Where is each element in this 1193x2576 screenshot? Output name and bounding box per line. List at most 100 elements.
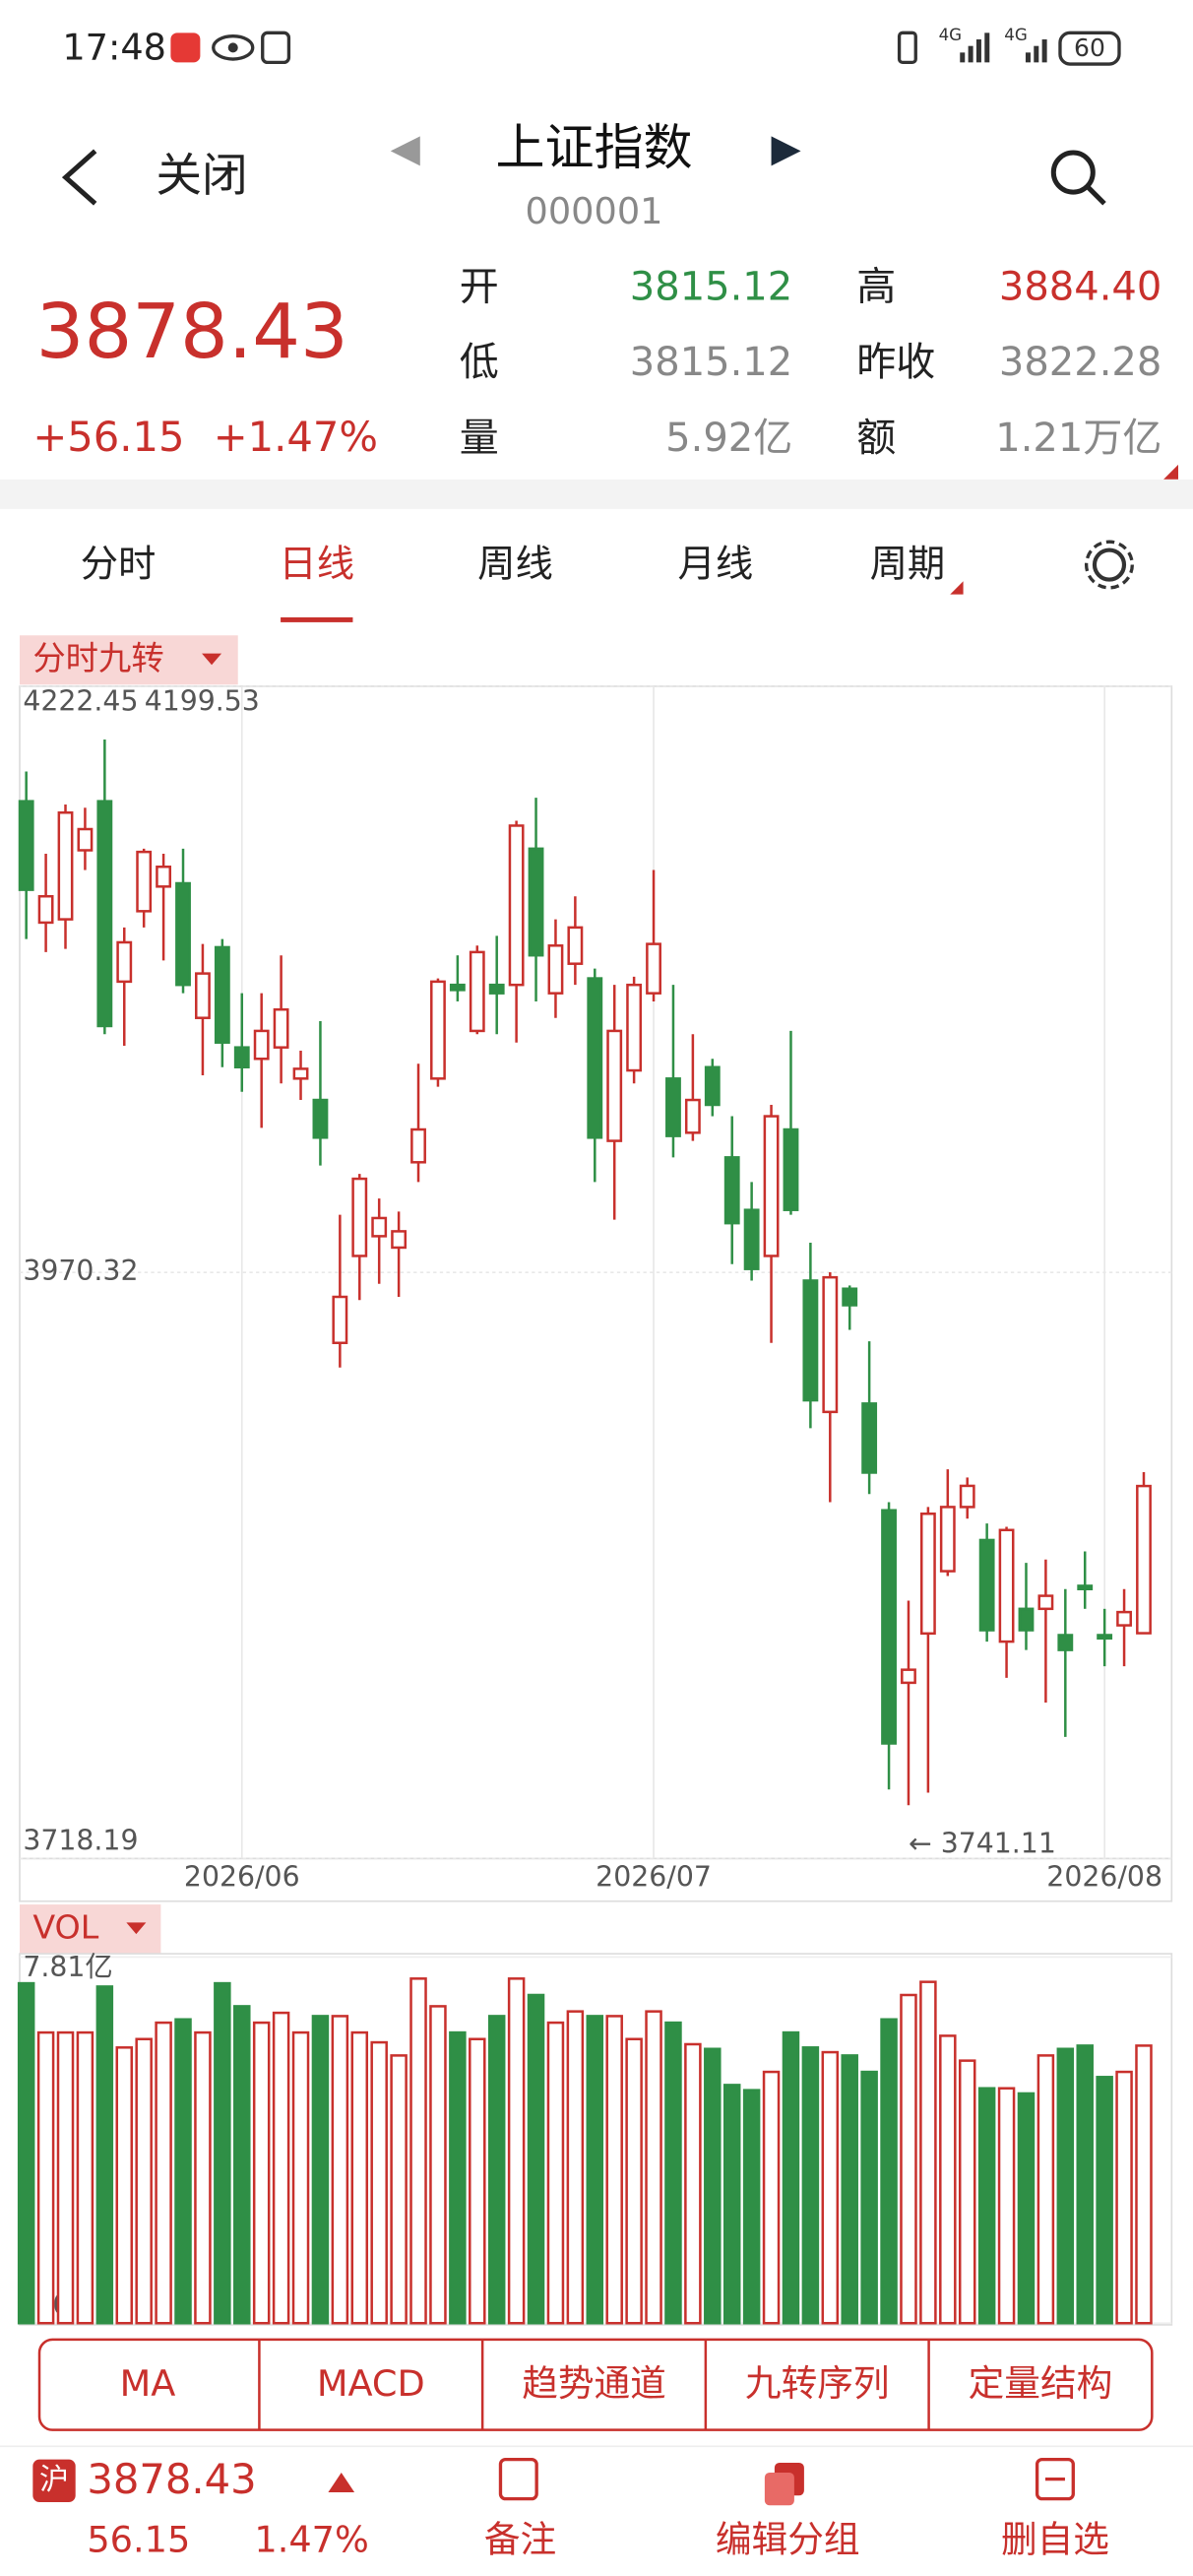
- corner-mark: [950, 581, 964, 595]
- vol-bar: [1036, 2054, 1055, 2325]
- indicator-button[interactable]: 九转序列: [745, 2362, 890, 2405]
- next-button[interactable]: [771, 136, 801, 166]
- candle-body: [1077, 1584, 1094, 1590]
- footer-action[interactable]: 备注: [484, 2518, 556, 2560]
- button-group: [37, 2338, 1154, 2431]
- vol-bar: [1096, 2076, 1113, 2325]
- plot: 4222.45 3970.32 3718.19 2026/06 2026/07 2026/…: [17, 685, 1172, 2325]
- candle-body: [488, 983, 505, 995]
- candle-body: [626, 983, 643, 1072]
- vol-bar: [664, 2021, 682, 2325]
- search-icon[interactable]: [1050, 150, 1096, 195]
- tab[interactable]: 周线: [477, 543, 553, 587]
- vol-bar: [527, 1993, 545, 2325]
- field-label: 昨收: [856, 340, 935, 385]
- indicator-button[interactable]: MA: [120, 2362, 176, 2405]
- candle-body: [665, 1077, 681, 1137]
- candle-body: [508, 824, 525, 987]
- vol-bar: [801, 2046, 820, 2325]
- quote-fields: 开 3815.12 高 3884.40 低 3815.12 昨收 3822.28 量 5.92亿 额…: [460, 264, 1162, 460]
- vol-bar: [586, 2015, 604, 2325]
- candle-body: [37, 894, 54, 925]
- vol-bar: [566, 2010, 585, 2325]
- vol-bar: [252, 2021, 271, 2325]
- vol-bar: [645, 2010, 662, 2325]
- footer-action[interactable]: 删自选: [1001, 2518, 1109, 2560]
- nfc-icon: [261, 31, 291, 65]
- vol-bar: [272, 2011, 290, 2325]
- candle-body: [214, 945, 230, 1044]
- vol-bar: [507, 1977, 526, 2325]
- field-label: 高: [856, 264, 896, 309]
- vol-bar: [56, 2030, 75, 2325]
- field-label: 低: [460, 340, 499, 385]
- candle-body: [959, 1484, 975, 1509]
- vol-bar: [233, 2005, 251, 2325]
- candle-body: [156, 865, 172, 888]
- signal-label: 4G: [939, 26, 963, 44]
- vol-bar: [684, 2042, 702, 2325]
- candle-body: [233, 1046, 250, 1069]
- vol-bar: [704, 2047, 722, 2325]
- candle-body: [18, 800, 34, 891]
- market: 沪: [39, 2463, 69, 2497]
- field-value: 3815.12: [630, 264, 792, 309]
- vol-bar: [487, 2015, 506, 2325]
- price: 3878.43: [36, 289, 348, 376]
- vol-bar: [722, 2084, 741, 2325]
- field-value: 3822.28: [999, 340, 1162, 385]
- field-value: 3884.40: [999, 264, 1162, 309]
- candle-body: [919, 1513, 936, 1636]
- candle-body: [96, 800, 113, 1028]
- tab[interactable]: 周期: [870, 543, 946, 587]
- candle-body: [606, 1029, 623, 1142]
- signal-bars: [960, 32, 1047, 63]
- footer-action[interactable]: 编辑分组: [716, 2518, 860, 2560]
- indicator-button[interactable]: MACD: [317, 2362, 425, 2405]
- tab[interactable]: 日线: [279, 543, 354, 587]
- candle-body: [978, 1538, 995, 1632]
- vol-bar: [194, 2030, 212, 2325]
- indicator-button[interactable]: 定量结构: [969, 2362, 1113, 2405]
- candle-body: [253, 1029, 270, 1061]
- candle-body: [587, 977, 603, 1139]
- vol-bar: [1115, 2070, 1133, 2325]
- vol-bar: [36, 2030, 55, 2325]
- app-icon: [170, 32, 201, 63]
- time: 17:48: [62, 27, 166, 69]
- settings-icon[interactable]: [1092, 547, 1127, 582]
- min-label: ← 3741.11: [909, 1827, 1056, 1859]
- candle-body: [195, 972, 211, 1019]
- vol-bar: [880, 2018, 898, 2325]
- candle-body: [939, 1506, 956, 1573]
- candle-body: [1057, 1634, 1074, 1651]
- vol-bar: [546, 2021, 565, 2325]
- prev-button[interactable]: [390, 136, 420, 166]
- footer-change-pct: 1.47%: [254, 2518, 368, 2560]
- back-icon[interactable]: [61, 149, 97, 206]
- candle-body: [391, 1230, 408, 1250]
- vol-bar: [958, 2059, 976, 2325]
- tab-underline: [281, 616, 353, 622]
- candle-body: [449, 983, 466, 992]
- vol-bar: [1076, 2044, 1094, 2325]
- field-label: 量: [460, 416, 499, 461]
- indicator-button[interactable]: 趋势通道: [522, 2362, 666, 2405]
- vol-bar: [17, 1981, 35, 2325]
- vol-bar: [762, 2070, 781, 2325]
- close-button[interactable]: 关闭: [156, 150, 247, 203]
- indicator-tag[interactable]: [20, 635, 238, 685]
- candle-body: [783, 1127, 799, 1211]
- vol-bar: [977, 2087, 996, 2325]
- field-value: 3815.12: [630, 340, 792, 385]
- tab[interactable]: 月线: [678, 543, 754, 587]
- candle-body: [802, 1279, 819, 1402]
- vol-bar: [605, 2015, 623, 2325]
- candle-body: [273, 1007, 289, 1049]
- footer-price: 3878.43: [87, 2455, 256, 2503]
- footer-actions: 备注 编辑分组 删自选: [484, 2518, 1109, 2560]
- tab[interactable]: 分时: [81, 543, 157, 587]
- vol-bar: [939, 2034, 957, 2325]
- delete-icon: [1035, 2457, 1075, 2501]
